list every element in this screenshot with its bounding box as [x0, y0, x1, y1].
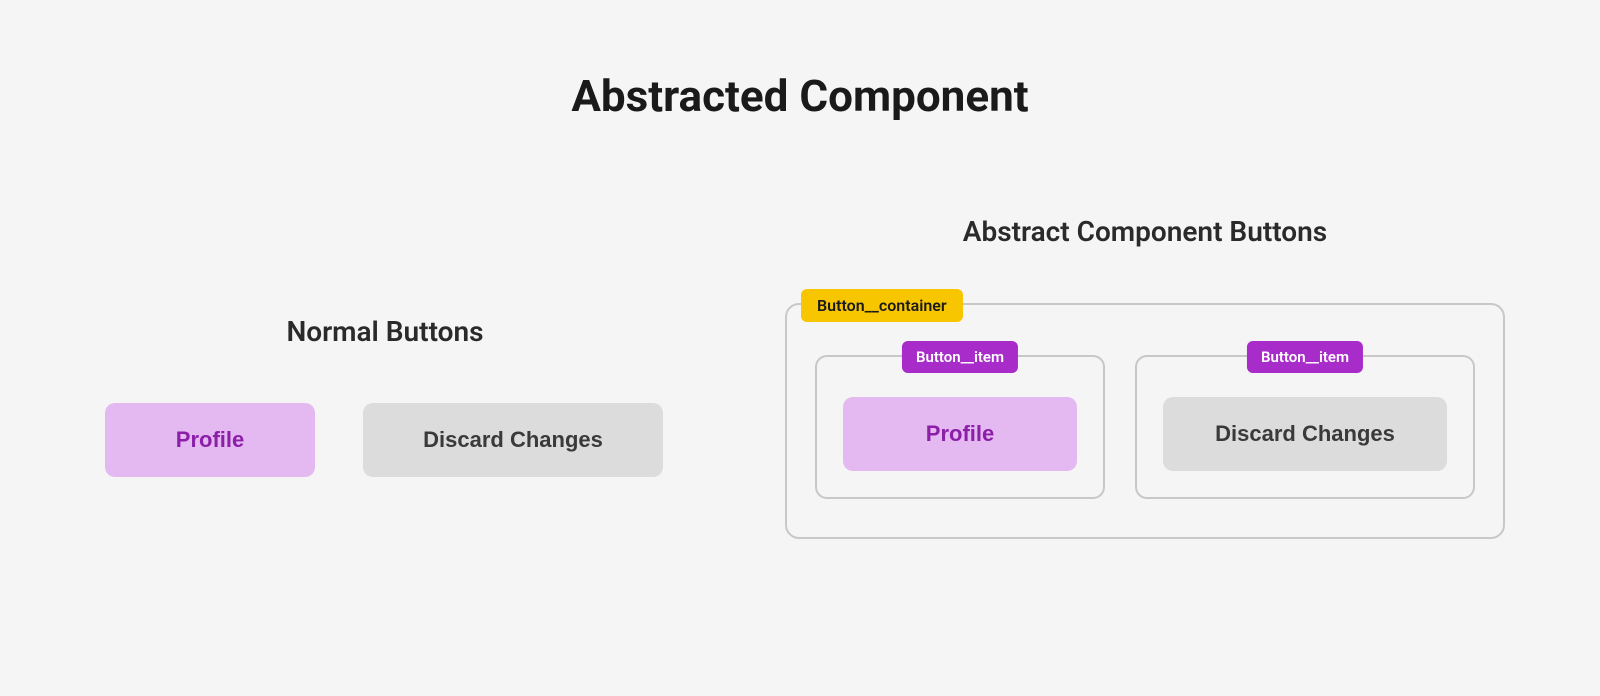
item-label-1: Button__item [902, 341, 1018, 373]
button-container-box: Button__container Button__item Profile B… [785, 303, 1505, 539]
abstract-buttons-section: Abstract Component Buttons Button__conta… [785, 215, 1505, 539]
normal-buttons-section: Normal Buttons Profile Discard Changes [105, 315, 665, 477]
profile-button[interactable]: Profile [105, 403, 315, 477]
discard-changes-button[interactable]: Discard Changes [363, 403, 663, 477]
page-title: Abstracted Component [571, 70, 1028, 122]
abstract-profile-button[interactable]: Profile [843, 397, 1077, 471]
abstract-discard-button[interactable]: Discard Changes [1163, 397, 1447, 471]
normal-button-row: Profile Discard Changes [105, 403, 665, 477]
button-item-box-2: Button__item Discard Changes [1135, 355, 1475, 499]
button-item-box-1: Button__item Profile [815, 355, 1105, 499]
container-label: Button__container [801, 289, 963, 322]
abstract-buttons-heading: Abstract Component Buttons [785, 215, 1505, 248]
item-label-2: Button__item [1247, 341, 1363, 373]
normal-buttons-heading: Normal Buttons [105, 315, 665, 348]
